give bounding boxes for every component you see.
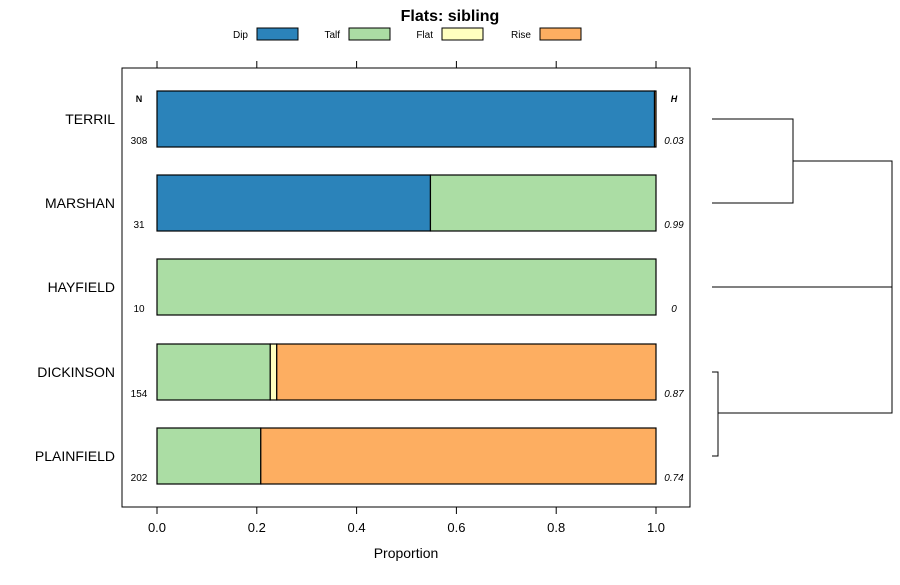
bar-segment-dickinson-talf	[156, 343, 271, 401]
legend-label-dip: Dip	[233, 30, 248, 41]
legend-label-talf: Talf	[324, 30, 340, 41]
h-value-plainfield: 0.74	[664, 473, 684, 484]
x-tick-label-0-0: 0.0	[148, 520, 166, 535]
bar-segment-dickinson-flat	[269, 343, 278, 401]
dendrogram-link-terril-marshan	[712, 118, 794, 204]
legend-swatch-dip	[256, 27, 299, 41]
legend-label-rise: Rise	[511, 30, 531, 41]
h-header: H	[671, 94, 678, 104]
n-value-plainfield: 202	[131, 473, 148, 484]
h-value-dickinson: 0.87	[664, 389, 684, 400]
legend: Dip Talf Flat Rise	[233, 27, 582, 41]
legend-label-flat: Flat	[416, 30, 433, 41]
h-value-marshan: 0.99	[664, 220, 684, 231]
legend-swatch-flat	[441, 27, 484, 41]
category-label-marshan: MARSHAN	[45, 195, 115, 211]
x-tick-label-0-6: 0.6	[447, 520, 465, 535]
legend-swatch-rise	[539, 27, 582, 41]
x-tick-label-0-4: 0.4	[348, 520, 366, 535]
n-value-marshan: 31	[133, 220, 145, 231]
n-value-dickinson: 154	[131, 389, 148, 400]
x-tick-label-1-0: 1.0	[647, 520, 665, 535]
chart-title: Flats: sibling	[401, 8, 500, 25]
bar-segment-dickinson-rise	[276, 343, 657, 401]
plot-frame	[121, 67, 691, 508]
side-values: 308 0.03 31 0.99 10 0 154 0.87 202 0.74	[131, 136, 685, 484]
bar-segment-terril-rise	[653, 90, 657, 148]
category-label-hayfield: HAYFIELD	[48, 279, 115, 295]
bars	[156, 90, 657, 485]
dendrogram	[712, 118, 893, 457]
category-label-plainfield: PLAINFIELD	[35, 448, 115, 464]
category-labels: TERRIL MARSHAN HAYFIELD DICKINSON PLAINFIELD	[35, 111, 115, 464]
bar-segment-marshan-dip	[156, 174, 432, 232]
bar-segment-plainfield-rise	[260, 427, 657, 485]
category-label-terril: TERRIL	[65, 111, 115, 127]
dendrogram-link-root	[718, 287, 893, 414]
x-axis: 0.0 0.2 0.4 0.6 0.8 1.0	[148, 507, 665, 535]
h-value-hayfield: 0	[671, 304, 677, 315]
legend-swatch-talf	[348, 27, 391, 41]
dendrogram-link-upper-hayfield	[712, 160, 893, 288]
bar-segment-plainfield-talf	[156, 427, 262, 485]
bar-segment-marshan-talf	[429, 174, 657, 232]
n-value-terril: 308	[131, 136, 148, 147]
x-tick-label-0-2: 0.2	[248, 520, 266, 535]
bar-segment-terril-dip	[156, 90, 656, 148]
bar-segment-hayfield-talf	[156, 258, 657, 316]
x-tick-label-0-8: 0.8	[547, 520, 565, 535]
n-value-hayfield: 10	[133, 304, 145, 315]
dendrogram-link-dickinson-plainfield	[712, 371, 719, 457]
h-value-terril: 0.03	[664, 136, 684, 147]
n-header: N	[136, 94, 143, 104]
category-label-dickinson: DICKINSON	[37, 364, 115, 380]
x-axis-label: Proportion	[374, 545, 439, 561]
top-axis	[156, 61, 657, 68]
